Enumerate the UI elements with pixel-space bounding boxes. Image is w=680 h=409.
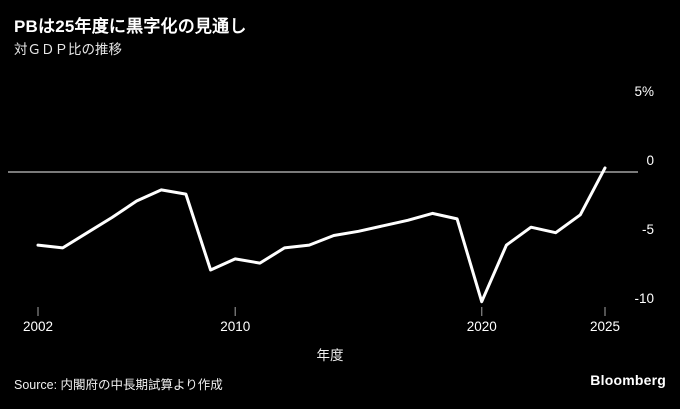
y-tick-label: -5 (642, 222, 654, 237)
x-tick-label: 2002 (23, 319, 53, 334)
y-tick-label: 5% (634, 84, 654, 99)
source-note: Source: 内閣府の中長期試算より作成 (14, 378, 223, 392)
bloomberg-logo: Bloomberg (590, 372, 666, 388)
x-axis-title: 年度 (316, 348, 344, 363)
chart-subtitle: 対ＧＤＰ比の推移 (14, 42, 122, 57)
y-tick-label: 0 (646, 153, 654, 168)
x-tick-label: 2025 (590, 319, 620, 334)
chart-title: PBは25年度に黒字化の見通し (14, 17, 247, 36)
y-tick-label: -10 (634, 291, 654, 306)
x-tick-label: 2020 (467, 319, 497, 334)
series-line (36, 166, 607, 304)
x-tick-label: 2010 (220, 319, 250, 334)
